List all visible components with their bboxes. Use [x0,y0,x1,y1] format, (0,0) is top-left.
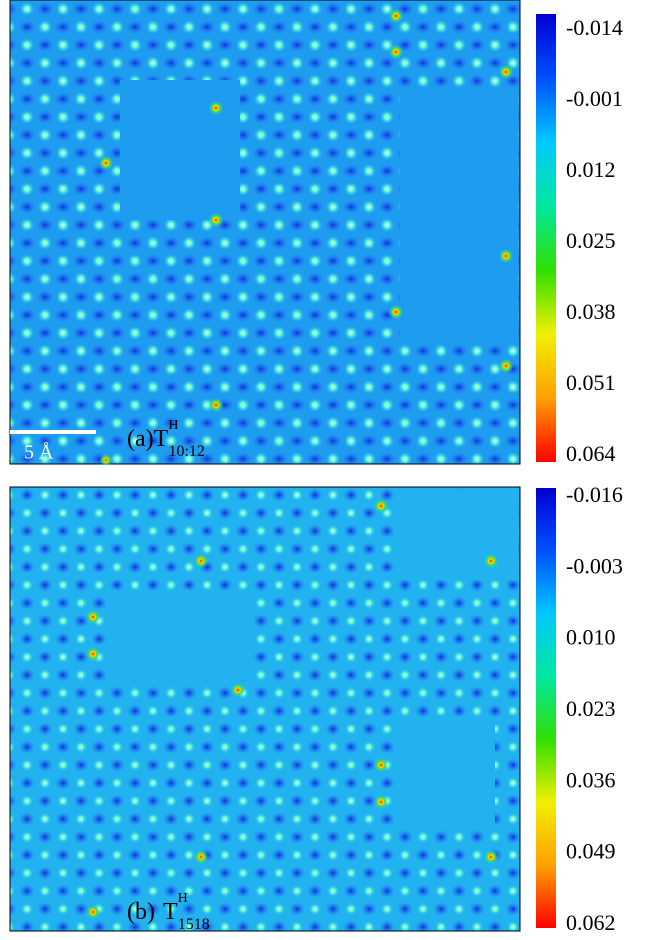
symbol: T [163,899,178,925]
colorbar-tick-label: 0.051 [566,370,616,395]
hot-spots [86,499,498,919]
colorbar-tick-label: 0.038 [566,299,616,324]
colorbar-tick-label: 0.036 [566,767,616,792]
colorbar-tick-label: 0.010 [566,625,616,650]
colorbar [536,14,556,462]
subscript: 10:12 [168,443,204,460]
panel-label: (b) TH 1518 [127,891,210,932]
superscript: H [178,891,188,906]
panel-letter: (a) [127,426,154,452]
colorbar-tick-label: 0.049 [566,839,616,864]
region [120,80,240,220]
region [395,490,518,580]
colorbar-tick-label: -0.001 [566,86,623,111]
colorbar [536,488,556,928]
colorbar-tick-label: -0.003 [566,553,623,578]
colorbar-tick-label: -0.016 [566,482,623,507]
panel-label: (a)TH 10:12 [127,418,205,459]
panel-letter: (b) [127,899,155,925]
superscript: H [168,418,178,433]
colorbar-tick-label: 0.062 [566,910,616,935]
symbol: T [154,426,169,452]
region [400,90,518,340]
colorbar-tick-label: 0.025 [566,228,616,253]
scale-bar-label: 5 Å [24,442,54,464]
panel-b: (b) TH 1518 -0.016 -0.003 0.010 0.023 0.036 0.0… [9,482,623,935]
colorbar-tick-label: 0.023 [566,696,616,721]
region [395,720,495,830]
subscript: 1518 [178,916,210,933]
region [110,590,250,680]
colorbar-tick-label: -0.014 [566,15,623,40]
colorbar-tick-label: 0.064 [566,441,616,466]
colorbar-tick-label: 0.012 [566,157,616,182]
panel-a: 5 Å (a)TH 10:12 -0.014 -0.001 0.012 0.025 0.0… [9,0,623,466]
hot-spots [99,9,513,466]
